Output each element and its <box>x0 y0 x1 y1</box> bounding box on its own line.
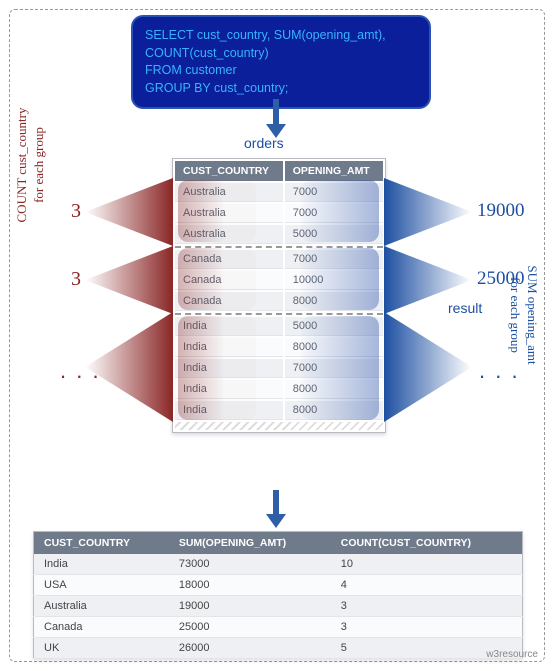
table-header-row: CUST_COUNTRY SUM(OPENING_AMT) COUNT(CUST… <box>34 532 523 555</box>
arrow-down-icon <box>273 99 279 124</box>
col-header: COUNT(CUST_COUNTRY) <box>331 532 523 555</box>
table-header-row: CUST_COUNTRY OPENING_AMT <box>175 161 383 181</box>
table-row: India8000 <box>175 380 383 399</box>
sql-line: SELECT cust_country, SUM(opening_amt), <box>145 27 417 45</box>
triangle-right-icon <box>384 312 472 422</box>
col-header: CUST_COUNTRY <box>34 532 169 555</box>
table-row: Australia190003 <box>34 596 523 617</box>
result-label: result <box>448 300 482 316</box>
table-row: UK260005 <box>34 638 523 659</box>
table-row: Canada250003 <box>34 617 523 638</box>
watermark: w3resource <box>486 649 538 660</box>
triangle-left-icon <box>85 246 173 314</box>
table-row: India7000 <box>175 359 383 378</box>
table-row: India8000 <box>175 338 383 357</box>
sum-side-label: SUM opening_amt for each group <box>506 240 540 390</box>
col-header: CUST_COUNTRY <box>175 161 283 181</box>
table-row: Australia7000 <box>175 183 383 202</box>
group-divider <box>175 313 383 315</box>
count-ellipsis: . . . <box>60 358 101 384</box>
sql-line: GROUP BY cust_country; <box>145 80 417 98</box>
triangle-left-icon <box>85 178 173 246</box>
sum-value: 19000 <box>477 200 525 222</box>
arrow-down-icon <box>273 490 279 514</box>
torn-edge <box>175 422 383 430</box>
sql-query-box: SELECT cust_country, SUM(opening_amt), C… <box>131 15 431 109</box>
table-row: India8000 <box>175 401 383 420</box>
count-value: 3 <box>71 268 81 291</box>
sql-line: FROM customer <box>145 62 417 80</box>
sql-line: COUNT(cust_country) <box>145 45 417 63</box>
col-header: SUM(OPENING_AMT) <box>169 532 331 555</box>
table-row: India7300010 <box>34 554 523 575</box>
orders-table: CUST_COUNTRY OPENING_AMT Australia7000 A… <box>172 158 386 433</box>
triangle-right-icon <box>384 178 472 246</box>
result-table: CUST_COUNTRY SUM(OPENING_AMT) COUNT(CUST… <box>33 531 523 659</box>
table-row: Canada7000 <box>175 250 383 269</box>
col-header: OPENING_AMT <box>285 161 383 181</box>
group-divider <box>175 246 383 248</box>
table-row: Canada8000 <box>175 292 383 311</box>
table-row: Australia7000 <box>175 204 383 223</box>
table-row: USA180004 <box>34 575 523 596</box>
orders-label: orders <box>244 135 284 151</box>
table-row: India5000 <box>175 317 383 336</box>
table-row: Canada10000 <box>175 271 383 290</box>
count-value: 3 <box>71 200 81 223</box>
count-side-label: COUNT cust_country for each group <box>14 90 48 240</box>
table-row: Australia5000 <box>175 225 383 244</box>
